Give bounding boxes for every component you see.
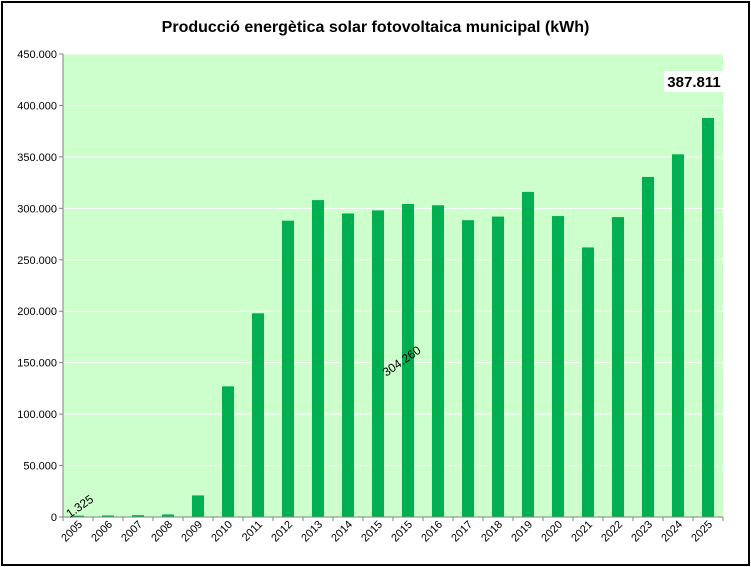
bar-6 — [252, 313, 264, 517]
x-tick-label: 2011 — [240, 519, 265, 544]
x-tick-label: 2007 — [119, 519, 145, 545]
y-tick-label: 400.000 — [17, 100, 57, 112]
y-tick-label: 450.000 — [17, 49, 57, 61]
bar-12 — [432, 205, 444, 517]
bar-5 — [222, 386, 234, 517]
x-tick-label: 2022 — [599, 519, 625, 545]
bar-14 — [492, 216, 504, 517]
y-tick-label: 50.000 — [23, 461, 57, 473]
x-tick-label: 2015 — [389, 519, 415, 545]
bar-4 — [192, 495, 204, 517]
x-tick-label: 2014 — [329, 519, 355, 545]
bar-3 — [162, 514, 174, 517]
bar-15 — [522, 191, 534, 518]
y-tick-label: 100.000 — [17, 409, 57, 421]
x-tick-label: 2018 — [479, 519, 505, 545]
x-tick-label: 2019 — [509, 519, 535, 545]
x-tick-label: 2016 — [419, 519, 445, 545]
bar-21 — [702, 117, 714, 518]
bar-20 — [672, 154, 684, 518]
bars — [72, 117, 714, 518]
y-axis-tick-labels: 0 50.000 100.000 150.000 200.000 250.000 300.0… — [17, 49, 63, 524]
bar-0 — [72, 515, 84, 517]
x-tick-label: 2025 — [689, 519, 715, 545]
bar-1 — [102, 515, 114, 517]
bar-17 — [582, 247, 594, 518]
y-tick-label: 300.000 — [17, 203, 57, 215]
x-tick-label: 2015 — [359, 519, 385, 545]
bar-13 — [462, 220, 474, 517]
bar-10 — [372, 210, 384, 517]
x-tick-label: 2023 — [629, 519, 655, 545]
chart-svg: 0 50.000 100.000 150.000 200.000 250.000 300.0… — [17, 49, 724, 545]
x-tick-label: 2013 — [299, 519, 325, 545]
x-tick-label: 2010 — [209, 519, 235, 545]
bar-18 — [612, 217, 624, 517]
x-tick-label: 2009 — [179, 519, 205, 545]
bar-8 — [312, 200, 324, 517]
bar-19 — [642, 176, 654, 518]
y-tick-label: 350.000 — [17, 152, 57, 164]
bar-11 — [402, 203, 414, 518]
y-tick-label: 150.000 — [17, 358, 57, 370]
y-tick-label: 200.000 — [17, 306, 57, 318]
x-axis-tick-labels: 2005 2006 2007 2008 2009 2010 2011 2012 2013 2014… — [59, 517, 724, 545]
x-tick-label: 2012 — [269, 519, 295, 545]
bar-16 — [552, 216, 564, 518]
bar-7 — [282, 220, 294, 517]
x-tick-label: 2020 — [539, 519, 565, 545]
y-tick-label: 250.000 — [17, 255, 57, 267]
y-tick-label: 0 — [51, 512, 57, 524]
x-tick-label: 2017 — [449, 519, 475, 545]
chart-title: Producció energètica solar fotovoltaica … — [161, 19, 590, 36]
x-tick-label: 2006 — [89, 519, 115, 545]
data-label-last-box — [664, 70, 724, 92]
x-tick-label: 2008 — [149, 519, 175, 545]
x-tick-label: 2005 — [59, 519, 85, 545]
x-tick-label: 2024 — [659, 519, 685, 545]
data-label-last: 387.811 — [667, 74, 720, 91]
bar-2 — [132, 515, 144, 517]
x-tick-label: 2021 — [569, 519, 595, 545]
bar-9 — [342, 213, 354, 517]
